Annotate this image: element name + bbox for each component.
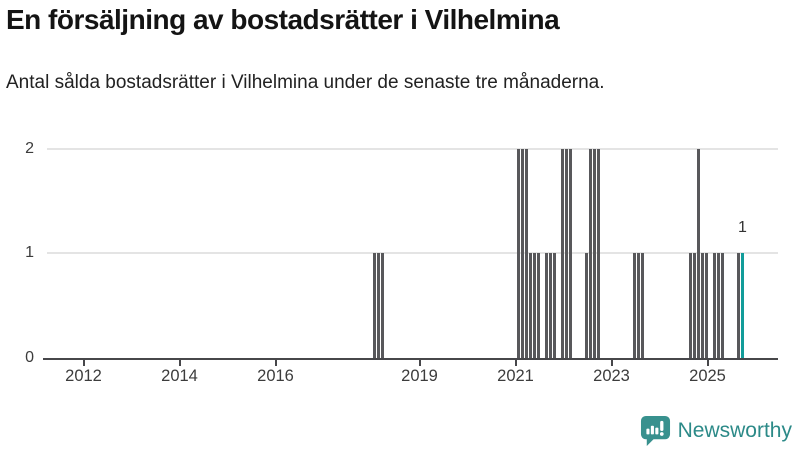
brand-name: Newsworthy bbox=[677, 419, 792, 442]
chart-subtitle: Antal sålda bostadsrätter i Vilhelmina u… bbox=[6, 72, 605, 93]
chart-bar bbox=[633, 253, 636, 358]
x-tick-label: 2023 bbox=[593, 367, 630, 385]
x-tick-label: 2012 bbox=[65, 367, 102, 385]
x-axis-line bbox=[43, 357, 778, 360]
chart-bar bbox=[713, 253, 716, 358]
chart-bar bbox=[721, 253, 724, 358]
chart-bar bbox=[585, 253, 588, 358]
highlight-value-label: 1 bbox=[738, 219, 747, 236]
x-tick bbox=[82, 360, 85, 366]
x-tick-label: 2019 bbox=[401, 367, 438, 385]
x-tick-label: 2014 bbox=[161, 367, 198, 385]
x-tick bbox=[418, 360, 421, 366]
x-tick-label: 2016 bbox=[257, 367, 294, 385]
x-tick bbox=[610, 360, 613, 366]
chart-bar bbox=[537, 253, 540, 358]
chart-bar bbox=[561, 148, 564, 358]
x-tick-label: 2021 bbox=[497, 367, 534, 385]
chart-title: En försäljning av bostadsrätter i Vilhel… bbox=[6, 4, 560, 35]
y-gridline bbox=[47, 147, 778, 150]
chart-bar bbox=[525, 148, 528, 358]
x-tick bbox=[274, 360, 277, 366]
chart-bar bbox=[637, 253, 640, 358]
y-tick-label: 0 bbox=[25, 348, 34, 366]
chart-bar bbox=[377, 253, 380, 358]
chart-bar bbox=[381, 253, 384, 358]
chart-bar bbox=[701, 253, 704, 358]
y-gridline bbox=[47, 252, 778, 254]
x-tick bbox=[706, 360, 709, 366]
chart-bar bbox=[517, 148, 520, 358]
chart-bar bbox=[569, 148, 572, 358]
chart-bar bbox=[553, 253, 556, 358]
chart-bar bbox=[693, 253, 696, 358]
chart-bar bbox=[565, 148, 568, 358]
x-tick bbox=[514, 360, 517, 366]
chart-bar bbox=[533, 253, 536, 358]
brand-footer: Newsworthy bbox=[640, 413, 792, 449]
chart-bar bbox=[737, 253, 740, 358]
chart-bar bbox=[697, 148, 700, 358]
chart-bar bbox=[689, 253, 692, 358]
chart-bar bbox=[593, 148, 596, 358]
y-tick-label: 2 bbox=[25, 139, 34, 157]
chart-bar bbox=[589, 148, 592, 358]
x-tick bbox=[178, 360, 181, 366]
chart-bar bbox=[373, 253, 376, 358]
chart-bar bbox=[641, 253, 644, 358]
chart-bar bbox=[717, 253, 720, 358]
chart-bar bbox=[705, 253, 708, 358]
newsworthy-logo-icon bbox=[640, 415, 671, 448]
chart-bar bbox=[545, 253, 548, 358]
y-tick-label: 1 bbox=[25, 244, 34, 261]
chart-bar bbox=[549, 253, 552, 358]
chart-bar bbox=[597, 148, 600, 358]
highlight-bar bbox=[741, 253, 744, 358]
chart-bar bbox=[521, 148, 524, 358]
x-tick-label: 2025 bbox=[689, 367, 726, 385]
chart-bar bbox=[529, 253, 532, 358]
